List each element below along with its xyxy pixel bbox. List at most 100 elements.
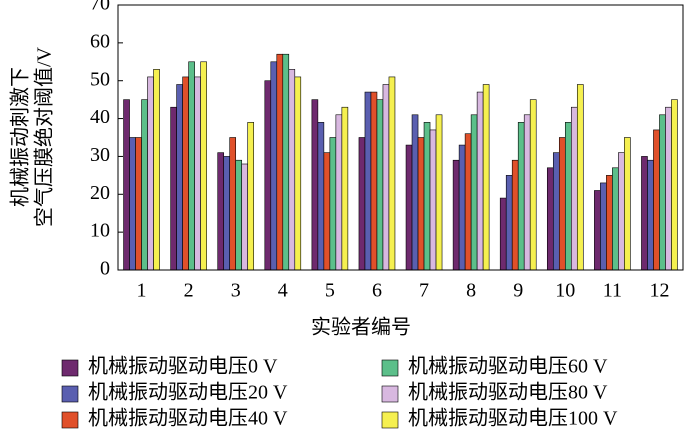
bar xyxy=(282,53,290,271)
bar xyxy=(294,76,302,271)
bar xyxy=(417,137,425,271)
x-tick-label: 6 xyxy=(372,280,382,302)
bar xyxy=(558,137,566,271)
legend-swatch xyxy=(61,359,79,377)
x-tick-label: 4 xyxy=(278,280,288,302)
bar xyxy=(123,99,130,271)
bar xyxy=(435,114,443,271)
legend-label: 机械振动驱动电压80 V xyxy=(408,381,608,404)
bar xyxy=(270,61,278,271)
legend-label: 机械振动驱动电压20 V xyxy=(88,381,288,404)
bar xyxy=(606,175,613,271)
x-tick-label: 11 xyxy=(603,280,622,302)
legend-label: 机械振动驱动电压100 V xyxy=(408,407,618,430)
bar xyxy=(247,122,255,271)
bar xyxy=(194,76,201,271)
bar xyxy=(499,197,507,271)
bar xyxy=(529,99,537,271)
x-tick-label: 3 xyxy=(231,280,241,302)
legend-swatch xyxy=(381,411,399,429)
legend-label: 机械振动驱动电压40 V xyxy=(88,407,288,430)
bar xyxy=(341,106,349,271)
bar xyxy=(647,159,654,271)
bar xyxy=(482,84,490,271)
y-tick-label: 60 xyxy=(90,30,110,52)
bar xyxy=(452,159,460,271)
x-tick-label: 1 xyxy=(137,280,147,302)
x-tick-label: 2 xyxy=(184,280,194,302)
bar xyxy=(423,122,431,271)
y-axis-label: 机械振动刺激下 xyxy=(9,67,32,207)
bar xyxy=(335,114,343,271)
bar xyxy=(600,182,607,271)
y-tick-label: 0 xyxy=(100,258,110,280)
bar xyxy=(276,53,284,271)
bar xyxy=(141,99,148,271)
bar xyxy=(476,91,484,271)
y-tick-label: 40 xyxy=(90,106,110,128)
legend-swatch xyxy=(61,385,79,403)
bar xyxy=(570,106,578,271)
bar xyxy=(147,76,154,271)
y-tick-label: 50 xyxy=(90,68,110,90)
x-tick-label: 12 xyxy=(649,280,669,302)
bar xyxy=(129,137,136,271)
bar xyxy=(546,167,554,271)
bar xyxy=(264,80,272,271)
bar xyxy=(358,137,366,271)
bar xyxy=(671,99,678,271)
bar xyxy=(659,114,666,271)
bar xyxy=(470,114,478,271)
y-tick-label: 30 xyxy=(90,144,110,166)
x-tick-label: 5 xyxy=(325,280,335,302)
bar xyxy=(200,61,207,271)
bar xyxy=(618,152,625,271)
bar xyxy=(511,159,519,271)
legend-swatch xyxy=(61,411,79,429)
y-tick-label: 20 xyxy=(90,182,110,204)
bar xyxy=(170,106,177,271)
bar xyxy=(653,129,660,271)
bar xyxy=(329,137,337,271)
bar xyxy=(323,152,331,271)
bar xyxy=(153,69,160,271)
bar xyxy=(364,91,372,271)
bar xyxy=(505,175,513,271)
bar xyxy=(135,137,142,271)
bar xyxy=(176,84,183,271)
bar xyxy=(523,114,531,271)
x-tick-label: 9 xyxy=(513,280,523,302)
bar xyxy=(576,84,584,271)
y-tick-label: 10 xyxy=(90,220,110,242)
bar xyxy=(517,122,525,271)
bar xyxy=(411,114,419,271)
y-tick-label: 70 xyxy=(90,0,110,15)
bar xyxy=(217,152,225,271)
plot-frame xyxy=(117,4,684,271)
bar xyxy=(376,99,384,271)
x-tick-label: 7 xyxy=(419,280,429,302)
bar xyxy=(223,156,231,271)
bar xyxy=(182,76,189,271)
x-tick-label: 10 xyxy=(555,280,575,302)
bar xyxy=(188,61,195,271)
bar xyxy=(388,76,396,271)
bar xyxy=(235,159,243,271)
bar xyxy=(241,163,249,271)
bar xyxy=(429,129,437,271)
bar xyxy=(552,152,560,271)
bar xyxy=(405,144,413,271)
bar xyxy=(382,84,390,271)
bar xyxy=(594,190,601,271)
legend-label: 机械振动驱动电压60 V xyxy=(408,355,608,378)
y-axis-label: 空气压膜绝对阈值/V xyxy=(33,46,56,227)
bar xyxy=(229,137,237,271)
legend-swatch xyxy=(381,385,399,403)
legend-swatch xyxy=(381,359,399,377)
bar xyxy=(370,91,378,271)
bar xyxy=(464,133,472,271)
x-axis-label: 实验者编号 xyxy=(311,316,411,339)
x-tick-label: 8 xyxy=(466,280,476,302)
bar xyxy=(641,156,648,271)
bar xyxy=(288,69,296,271)
